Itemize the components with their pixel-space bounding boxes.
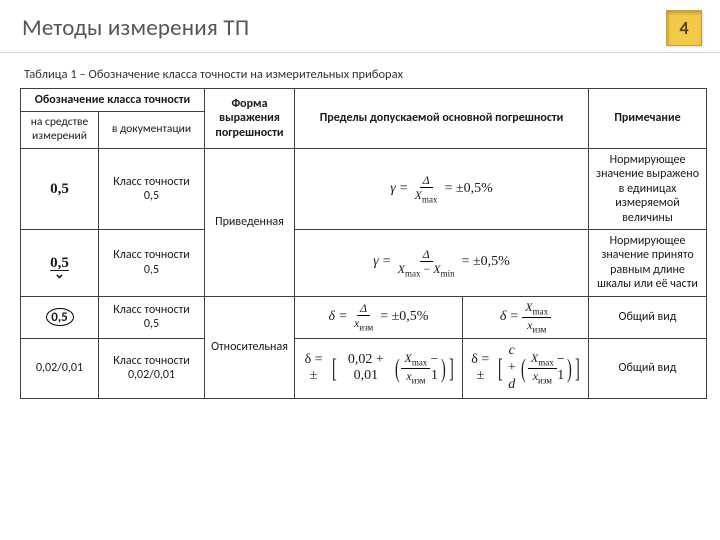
doc-cell-3: Класс точности 0,5 <box>99 296 205 339</box>
formula-1a: γ= Δ Xmax = ±0,5% <box>295 148 589 229</box>
formula-4a: δ = ± [ 0,02 + 0,01 ( Xmax xизм − 1) ] <box>295 339 463 398</box>
note-1: Нормирующее значение выражено в единицах… <box>589 148 707 229</box>
formula-4b: δ = ± [ c + d ( Xmax xизм − 1) ] <box>463 339 589 398</box>
formula-3b: δ= Xmax xизм <box>463 296 589 339</box>
formula-3a: δ= Δ xизм = ±0,5% <box>295 296 463 339</box>
sym-cell-3: 0,5 <box>21 296 99 339</box>
doc-cell-2: Класс точности 0,5 <box>99 229 205 296</box>
sym-cell-1: 0,5 <box>21 148 99 229</box>
accuracy-table: Обозначение класса точности Форма выраже… <box>20 88 707 399</box>
th-in-docs: в документации <box>99 112 205 149</box>
doc-cell-4: Класс точности 0,02/0,01 <box>99 339 205 398</box>
formula-2a: γ= Δ Xmax − Xmin = ±0,5% <box>295 229 589 296</box>
th-note: Примечание <box>589 89 707 149</box>
doc-cell-1: Класс точности 0,5 <box>99 148 205 229</box>
table-caption: Таблица 1 – Обозначение класса точности … <box>0 53 720 88</box>
note-2: Нормирующее значение принято равным длин… <box>589 229 707 296</box>
th-form: Форма выражения погрешности <box>205 89 295 149</box>
th-limits: Пределы допускаемой основной погрешности <box>295 89 589 149</box>
note-4: Общий вид <box>589 339 707 398</box>
sym-cell-4: 0,02/0,01 <box>21 339 99 398</box>
page-title: Методы измерения ТП <box>22 14 249 42</box>
sym-cell-2: 0,5 <box>21 229 99 296</box>
form-group-2: Относительная <box>205 296 295 398</box>
form-group-1: Приведенная <box>205 148 295 296</box>
note-3: Общий вид <box>589 296 707 339</box>
th-group-designation: Обозначение класса точности <box>21 89 205 112</box>
th-on-device: на средстве измерений <box>21 112 99 149</box>
page-number-badge: 4 <box>666 10 702 46</box>
